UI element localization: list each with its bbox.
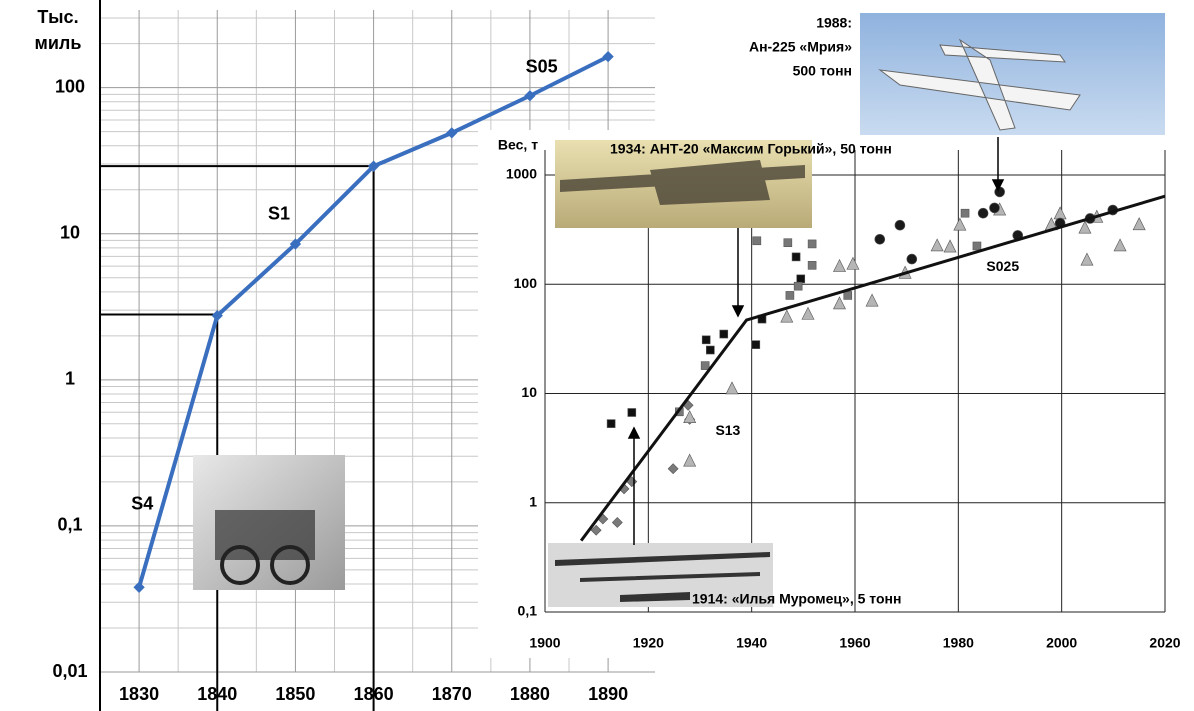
point xyxy=(875,234,885,244)
y-tick-label: 10 xyxy=(60,222,80,242)
point xyxy=(784,239,792,247)
point xyxy=(133,582,144,593)
caption: Ан-225 «Мрия» xyxy=(749,39,852,55)
point xyxy=(786,291,794,299)
y-axis-title: Вес, т xyxy=(498,137,538,153)
x-tick-label: 1900 xyxy=(529,635,560,651)
y-tick-label: 0,1 xyxy=(57,515,82,535)
y-tick-label: 0,01 xyxy=(52,661,87,681)
point xyxy=(628,409,636,417)
point xyxy=(995,187,1005,197)
point xyxy=(706,346,714,354)
annotation: S1 xyxy=(268,203,290,223)
figure: 0,010,1110100183018401850186018701880189… xyxy=(0,0,1194,711)
x-tick-label: 1870 xyxy=(432,684,472,704)
point xyxy=(794,282,802,290)
point xyxy=(792,253,800,261)
caption: 1934: АНТ-20 «Максим Горький», 50 тонн xyxy=(610,141,892,157)
x-tick-label: 2000 xyxy=(1046,635,1077,651)
y-tick-label: 1 xyxy=(529,493,537,509)
annotation: S025 xyxy=(986,258,1019,274)
y-tick-label: 1 xyxy=(65,369,75,389)
annotation: S05 xyxy=(526,56,558,76)
point xyxy=(808,261,816,269)
point xyxy=(752,341,760,349)
point xyxy=(720,330,728,338)
y-axis-title: миль xyxy=(35,33,82,53)
caption: 500 тонн xyxy=(793,63,852,79)
caption: 1988: xyxy=(816,15,852,31)
x-tick-label: 1850 xyxy=(275,684,315,704)
y-axis-title: Тыс. xyxy=(37,7,78,27)
y-tick-label: 10 xyxy=(521,384,537,400)
x-tick-label: 1880 xyxy=(510,684,550,704)
point xyxy=(895,220,905,230)
x-tick-label: 2020 xyxy=(1149,635,1180,651)
x-tick-label: 1940 xyxy=(736,635,767,651)
point xyxy=(701,362,709,370)
point xyxy=(961,209,969,217)
point xyxy=(753,237,761,245)
point xyxy=(978,208,988,218)
point xyxy=(907,254,917,264)
caption: 1914: «Илья Муромец», 5 тонн xyxy=(692,591,901,607)
x-tick-label: 1890 xyxy=(588,684,628,704)
y-tick-label: 100 xyxy=(514,275,538,291)
x-tick-label: 1960 xyxy=(839,635,870,651)
point xyxy=(607,420,615,428)
point xyxy=(844,291,852,299)
point xyxy=(808,240,816,248)
y-tick-label: 0,1 xyxy=(518,603,538,619)
point xyxy=(973,242,981,250)
point xyxy=(797,275,805,283)
x-tick-label: 1920 xyxy=(633,635,664,651)
point xyxy=(990,203,1000,213)
point xyxy=(702,336,710,344)
x-tick-label: 1980 xyxy=(943,635,974,651)
y-tick-label: 100 xyxy=(55,76,85,96)
x-tick-label: 1830 xyxy=(119,684,159,704)
annotation: S13 xyxy=(715,422,740,438)
y-tick-label: 1000 xyxy=(506,166,537,182)
annotation: S4 xyxy=(131,493,153,513)
